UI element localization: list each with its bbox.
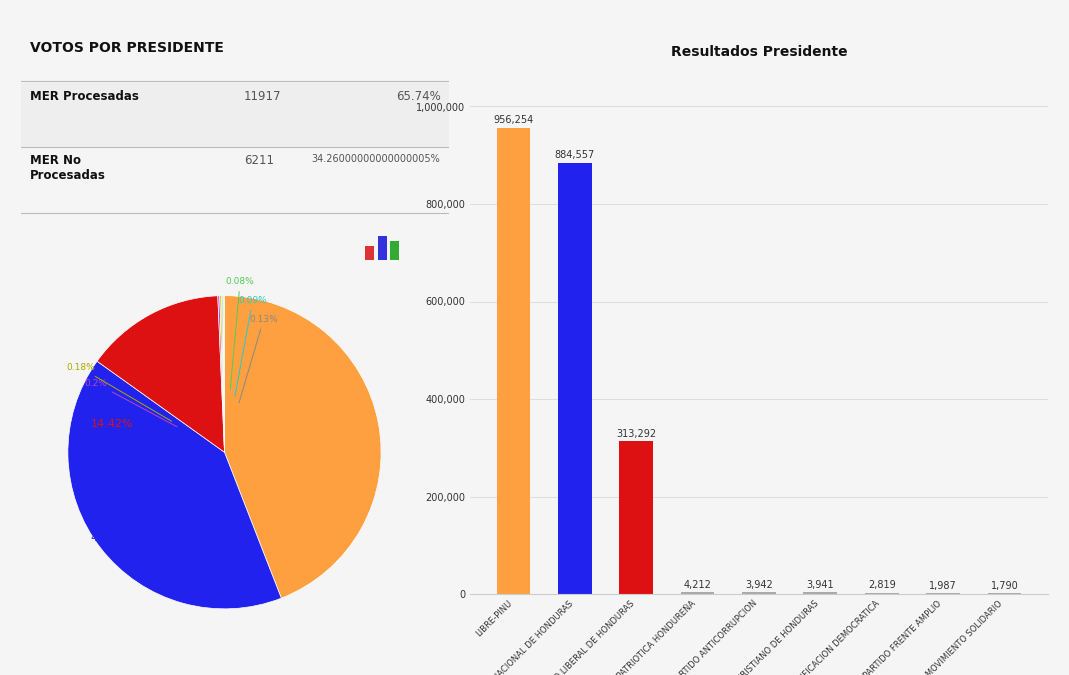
Text: 0.08%: 0.08% bbox=[226, 277, 254, 389]
Bar bbox=[681, 592, 714, 594]
Text: 14.42%: 14.42% bbox=[91, 419, 133, 429]
Text: VOTOS POR PRESIDENTE: VOTOS POR PRESIDENTE bbox=[30, 40, 223, 55]
Wedge shape bbox=[97, 296, 224, 452]
Text: 0.18%: 0.18% bbox=[66, 363, 172, 421]
Wedge shape bbox=[218, 296, 224, 452]
Text: 1,987: 1,987 bbox=[929, 580, 957, 591]
Wedge shape bbox=[222, 296, 224, 452]
Text: 3,941: 3,941 bbox=[806, 580, 834, 590]
Bar bbox=[619, 441, 653, 594]
Title: Resultados Presidente: Resultados Presidente bbox=[670, 45, 848, 59]
Bar bbox=[865, 593, 899, 594]
Text: 44.01%: 44.01% bbox=[310, 463, 352, 473]
Bar bbox=[988, 593, 1021, 594]
Bar bbox=[804, 592, 837, 594]
Text: 884,557: 884,557 bbox=[555, 151, 595, 161]
Text: 4,212: 4,212 bbox=[684, 580, 712, 589]
Wedge shape bbox=[68, 361, 281, 609]
Text: 34.26000000000000005%: 34.26000000000000005% bbox=[312, 154, 440, 164]
Bar bbox=[390, 241, 399, 260]
Text: 11917: 11917 bbox=[244, 90, 281, 103]
Text: 956,254: 956,254 bbox=[494, 115, 533, 126]
Text: 40.71%: 40.71% bbox=[91, 533, 133, 543]
Bar bbox=[366, 246, 374, 260]
Text: 65.74%: 65.74% bbox=[396, 90, 440, 103]
Text: MER Procesadas: MER Procesadas bbox=[30, 90, 139, 103]
Wedge shape bbox=[220, 296, 224, 452]
Bar bbox=[377, 236, 387, 260]
Bar bbox=[558, 163, 592, 594]
Bar bbox=[742, 592, 776, 594]
Text: 313,292: 313,292 bbox=[616, 429, 656, 439]
Text: 0.13%: 0.13% bbox=[239, 315, 278, 403]
Bar bbox=[926, 593, 960, 594]
Wedge shape bbox=[224, 296, 381, 598]
Text: 2,819: 2,819 bbox=[868, 580, 896, 590]
Text: 1,790: 1,790 bbox=[991, 580, 1019, 591]
Text: MER No
Procesadas: MER No Procesadas bbox=[30, 154, 106, 182]
Bar bbox=[497, 128, 530, 594]
Text: 6211: 6211 bbox=[244, 154, 274, 167]
FancyBboxPatch shape bbox=[21, 83, 449, 147]
Text: 0.09%: 0.09% bbox=[235, 296, 267, 396]
Text: 3,942: 3,942 bbox=[745, 580, 773, 590]
Text: 0.2%: 0.2% bbox=[84, 379, 177, 427]
Wedge shape bbox=[221, 296, 224, 452]
